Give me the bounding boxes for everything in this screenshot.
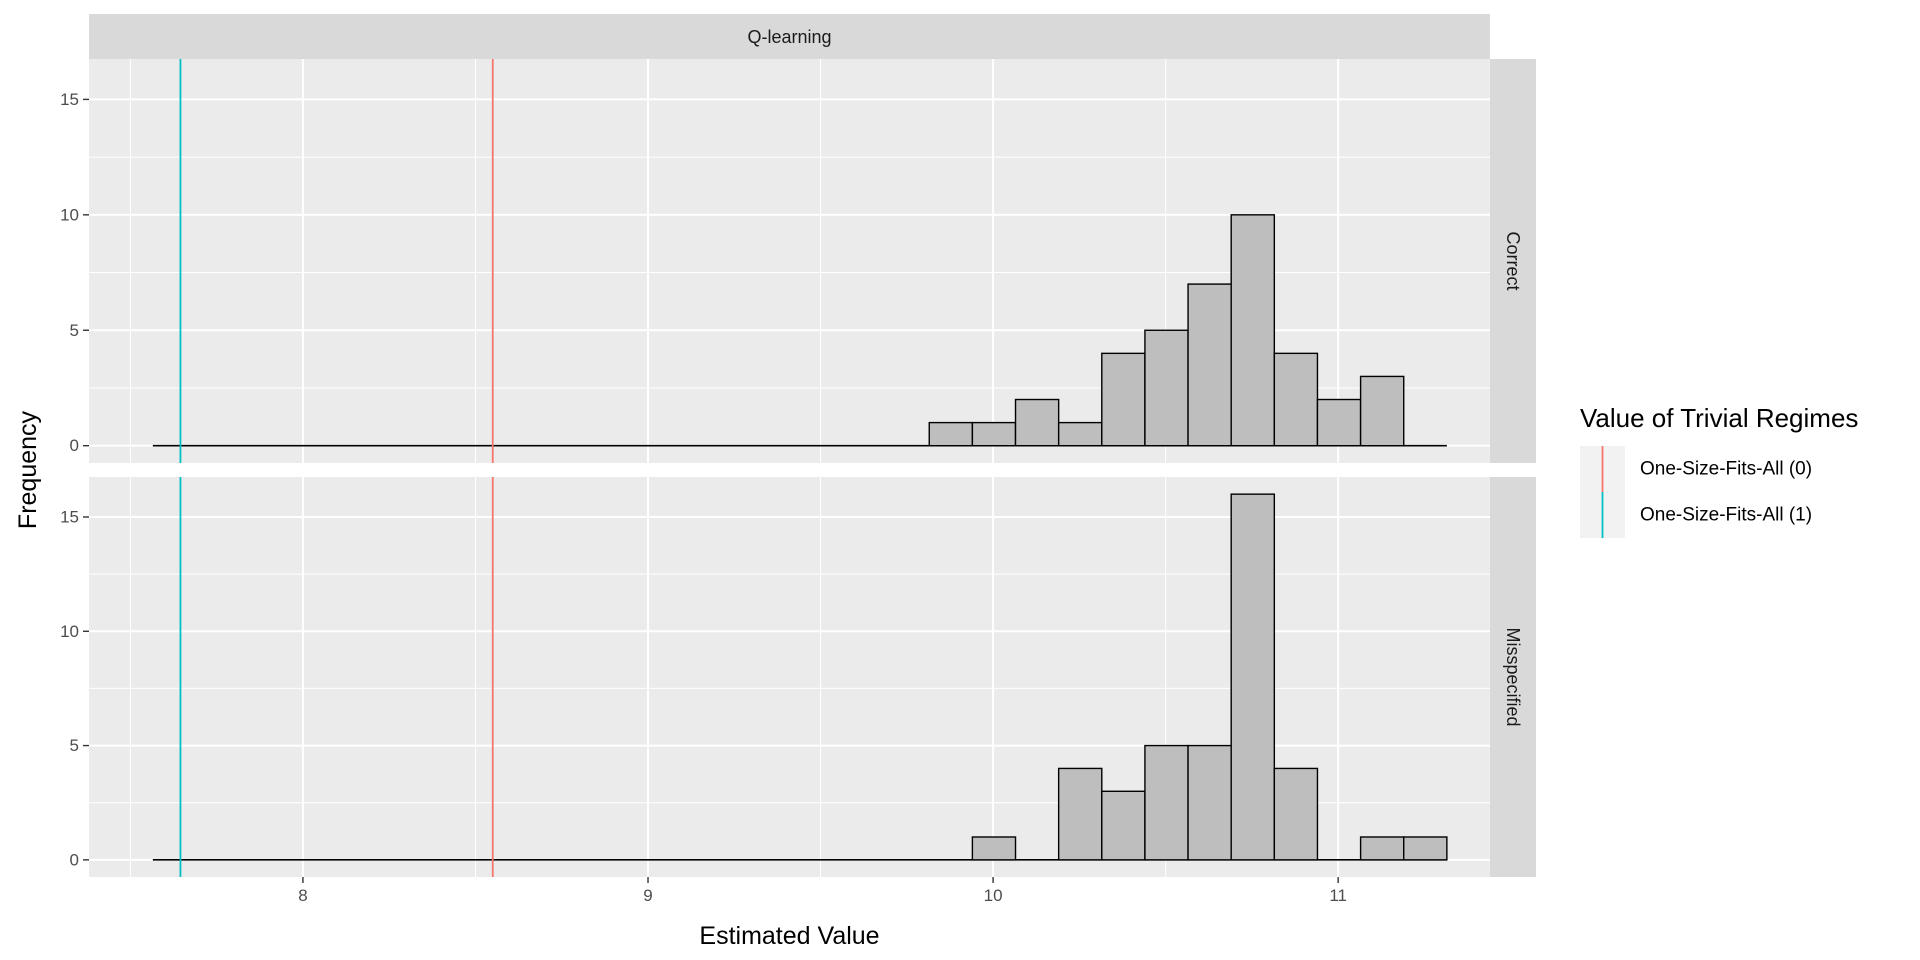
x-axis-title: Estimated Value xyxy=(699,922,879,950)
histogram-bar xyxy=(1187,283,1232,447)
histogram-bar xyxy=(1359,375,1405,447)
legend-title: Value of Trivial Regimes xyxy=(1580,403,1858,433)
x-tick-label: 9 xyxy=(643,886,652,905)
y-tick-label: 10 xyxy=(60,205,79,224)
panel-misspecified: 0 5 10 15 Misspecified xyxy=(60,477,1536,877)
y-axis-title: Frequency xyxy=(14,410,42,529)
histogram-bar xyxy=(1316,398,1362,447)
x-tick-label: 10 xyxy=(984,886,1003,905)
panel-correct: 0 5 10 15 Correct xyxy=(60,59,1536,463)
histogram-bar xyxy=(1057,421,1103,447)
y-tick-label: 0 xyxy=(70,436,79,455)
histogram-bar xyxy=(1359,836,1405,861)
histogram-bar xyxy=(1144,329,1189,447)
y-tick-label: 10 xyxy=(60,622,79,641)
histogram-bar xyxy=(1230,214,1276,447)
legend-label: One-Size-Fits-All (1) xyxy=(1640,505,1812,526)
histogram-bar xyxy=(1014,398,1060,447)
x-tick-label: 11 xyxy=(1329,886,1347,905)
x-tick-label: 8 xyxy=(298,886,307,905)
histogram-bar xyxy=(1273,767,1319,861)
facet-strip-top-label: Q-learning xyxy=(747,27,831,47)
legend: Value of Trivial Regimes One-Size-Fits-A… xyxy=(1580,403,1858,538)
y-tick-label: 15 xyxy=(60,90,79,109)
facet-strip-right-label: Misspecified xyxy=(1503,627,1523,726)
histogram-bar xyxy=(1057,767,1103,861)
facet-strip-right xyxy=(1490,59,1536,463)
histogram-bar xyxy=(971,836,1017,861)
histogram-bar xyxy=(1230,493,1276,861)
histogram-bar xyxy=(1101,352,1146,447)
y-tick-label: 5 xyxy=(70,321,79,340)
facet-strip-right-label: Correct xyxy=(1503,231,1523,290)
facet-strip-right xyxy=(1490,477,1536,877)
legend-label: One-Size-Fits-All (0) xyxy=(1640,459,1812,480)
histogram-bar xyxy=(971,421,1017,447)
histogram-bar xyxy=(1273,352,1319,447)
histogram-bar xyxy=(1101,790,1146,861)
histogram-bar xyxy=(1144,744,1189,861)
y-tick-label: 5 xyxy=(70,736,79,755)
facet-strip-top-background xyxy=(89,14,1490,59)
histogram-bar xyxy=(1187,744,1232,861)
histogram-bar xyxy=(1403,836,1448,861)
legend-entry: One-Size-Fits-All (1) xyxy=(1580,492,1812,538)
facet-strip-top: Q-learning xyxy=(89,14,1490,59)
y-tick-label: 0 xyxy=(70,850,79,869)
y-tick-label: 15 xyxy=(60,508,79,527)
histogram-bar xyxy=(928,421,974,447)
legend-entry: One-Size-Fits-All (0) xyxy=(1580,446,1812,492)
